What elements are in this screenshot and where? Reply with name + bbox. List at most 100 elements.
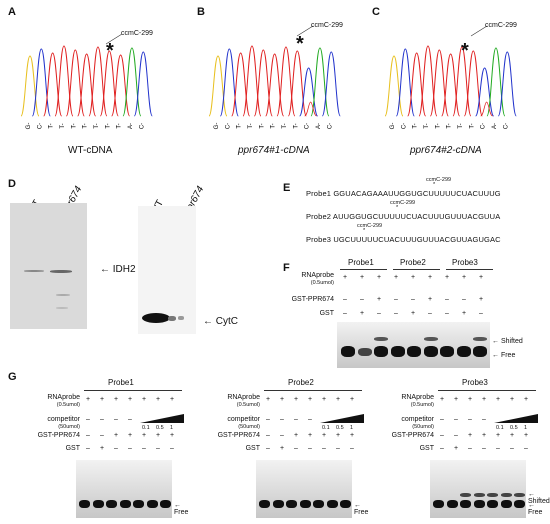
g-free-band: [313, 500, 324, 508]
base-call: T-: [248, 123, 254, 128]
chromatogram-a: G- C- T- T- T- T- T- T- T- A- C-: [20, 18, 153, 138]
g-row-label: competitor (50umol): [227, 416, 260, 430]
f-mark: –: [428, 310, 432, 317]
g-free-band: [299, 500, 311, 508]
base-call: C-: [305, 123, 311, 129]
panel-g-label: G: [8, 371, 17, 383]
base-call: G-: [214, 123, 220, 130]
f-row-label: RNAprobe (0.5umol): [301, 272, 334, 286]
g-mark: +: [100, 396, 105, 403]
g-mark: +: [468, 432, 473, 439]
probe3-seq: Probe3 UGCUUUUUCUACUUUGUUUACGUUAGUGAC: [306, 235, 501, 244]
g-mark: –: [100, 416, 104, 423]
g-row-label: RNAprobe (0.5umol): [401, 394, 434, 408]
idh2-label: IDH2: [112, 264, 136, 275]
trace-peak-C: [321, 51, 341, 117]
g-mark: +: [524, 432, 529, 439]
base-call: A-: [316, 123, 322, 129]
trace-peak-A: [122, 47, 142, 117]
competitor-gradient-triangle: [494, 414, 538, 423]
annotation-b: ccmC-299: [311, 22, 343, 29]
f-mark: –: [343, 310, 347, 317]
g-free-band: [487, 500, 498, 508]
g-free-band: [446, 500, 458, 508]
trace-peak-T: [441, 53, 461, 117]
g-mark: –: [440, 432, 444, 439]
annotation-c: ccmC-299: [485, 22, 517, 29]
base-call: T-: [49, 123, 55, 128]
g-gel-probe1: Probe1 RNAprobe (0.5umol) + + + + + + + competitor…: [8, 372, 188, 522]
base-call: T-: [282, 123, 288, 128]
trace-peak-T: [77, 53, 97, 117]
g-gel-probe3: Probe3 RNAprobe (0.5umol) + + + + + + + competitor…: [362, 372, 550, 522]
base-call: T-: [237, 123, 243, 128]
emsa-gel: [76, 460, 172, 518]
competitor-ratio: 0.5: [510, 425, 518, 431]
f-row-label: GST-PPR674: [291, 296, 334, 303]
f-mark: –: [394, 310, 398, 317]
g-mark: –: [336, 445, 340, 452]
trace-peak-T: [231, 52, 251, 117]
f-condition-table: RNAprobe (0.5umol) + + + + + + + + + GST-PPR674 – – + –…: [280, 272, 500, 322]
g-mark: +: [440, 396, 445, 403]
probe1-seq: Probe1 GGUACAGAAAUUGGUGCUUUUUCUACUUUG: [306, 189, 501, 198]
g-mark: +: [100, 445, 105, 452]
g-mark: +: [496, 432, 501, 439]
g-free-band: [272, 500, 284, 508]
g-mark: +: [280, 445, 285, 452]
trace-peak-C: [497, 51, 517, 117]
trace-peak-T: [407, 52, 427, 117]
g-row-label: competitor (50umol): [401, 416, 434, 430]
g-mark: –: [322, 445, 326, 452]
base-call: G-: [390, 123, 396, 130]
competitor-ratio: 0.5: [336, 425, 344, 431]
caption-c: ppr674#2-cDNA: [410, 145, 482, 156]
g-free-band: [133, 500, 144, 508]
base-call: A-: [492, 123, 498, 129]
g-mark: –: [294, 416, 298, 423]
base-call: T-: [94, 123, 100, 128]
trace-peak-A: [310, 47, 330, 117]
g-mark: –: [454, 432, 458, 439]
g-mark: –: [128, 445, 132, 452]
g-mark: +: [308, 432, 313, 439]
g-free-band: [79, 500, 90, 508]
chromatogram-c: G- C- T- T- T- T- T- T- C- A- C-: [384, 18, 517, 138]
f-shifted-band: [374, 337, 388, 341]
g-row-label: GST-PPR674: [37, 432, 80, 439]
trace-peak-T: [111, 54, 131, 117]
g-mark: +: [496, 396, 501, 403]
g-mark: –: [86, 445, 90, 452]
base-call: T-: [413, 123, 419, 128]
trace-peak-G: [20, 55, 40, 117]
g-mark: –: [524, 445, 528, 452]
g-mark: –: [114, 445, 118, 452]
g-mark: +: [142, 432, 147, 439]
competitor-ratio: 0.1: [496, 425, 504, 431]
trace-peak-T: [65, 49, 85, 117]
f-free-band: [390, 346, 405, 357]
g-mark: –: [294, 445, 298, 452]
f-free-band: [357, 348, 372, 356]
g-row-label: RNAprobe (0.5umol): [227, 394, 260, 408]
g-mark: +: [322, 396, 327, 403]
g-mark: +: [350, 432, 355, 439]
trace-peak-T: [265, 53, 285, 117]
competitor-ratio: 1: [350, 425, 354, 431]
g-shifted-band: [500, 493, 512, 497]
g-free-band: [119, 500, 131, 508]
g-free-label: ← Free: [354, 502, 369, 516]
f-mark: –: [343, 296, 347, 303]
g-mark: +: [114, 432, 119, 439]
trace-minor-peak: [480, 101, 493, 117]
trace-minor-peak: [304, 101, 317, 117]
caption-a: WT-cDNA: [68, 145, 113, 156]
probe2-seq: Probe2 AUUGGUGCUUUUUCUACUUUGUUUACGUUA: [306, 212, 501, 221]
base-call: C-: [401, 123, 407, 129]
g-free-band: [286, 500, 297, 508]
f-probe-headers: Probe1 Probe2 Probe3: [338, 258, 504, 270]
g-mark: +: [322, 432, 327, 439]
g-mark: –: [156, 445, 160, 452]
g-mark: –: [308, 416, 312, 423]
g-mark: –: [350, 445, 354, 452]
